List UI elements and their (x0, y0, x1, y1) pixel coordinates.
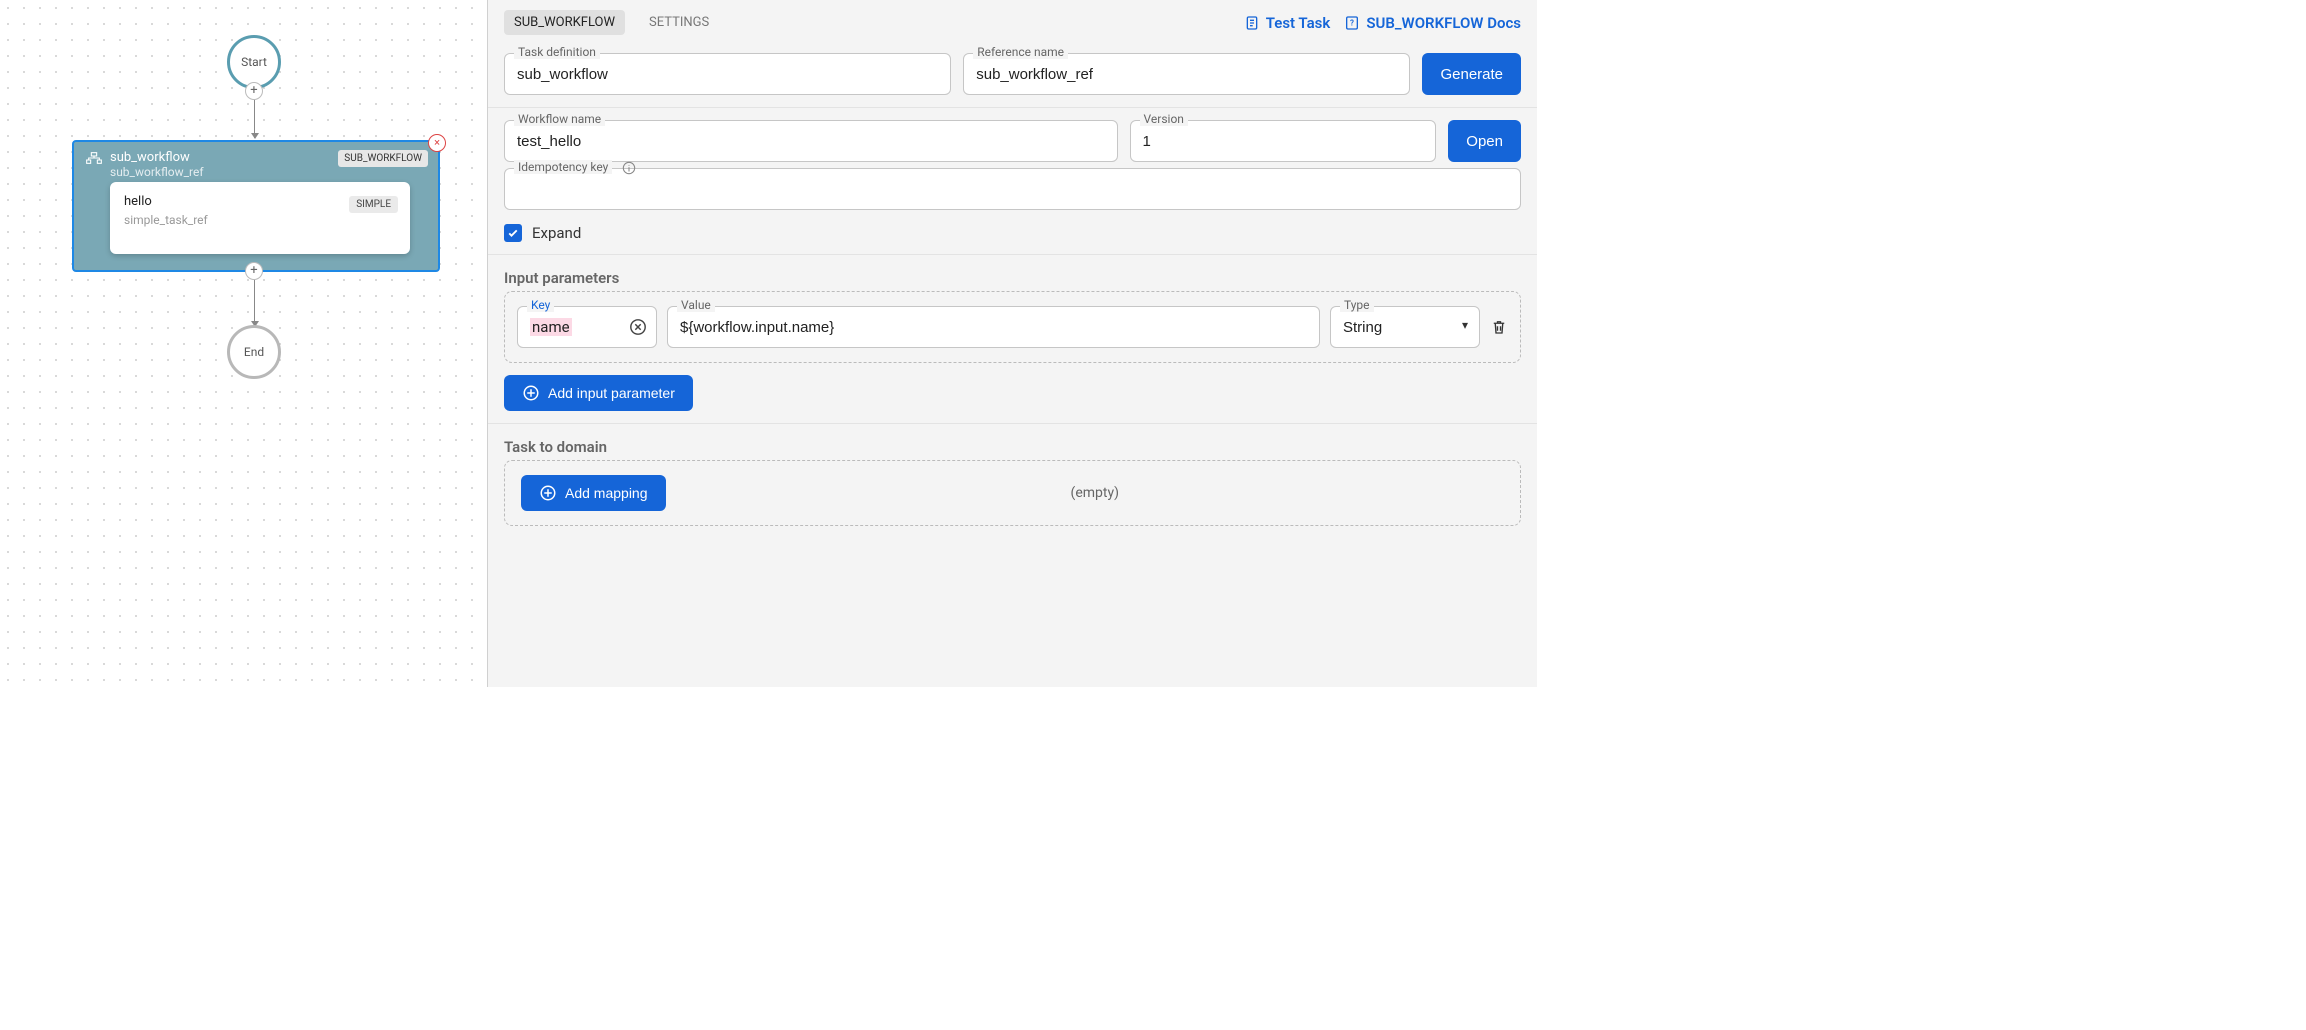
expand-checkbox[interactable] (504, 224, 522, 242)
generate-button[interactable]: Generate (1422, 53, 1521, 95)
start-label: Start (241, 55, 267, 69)
delete-param-button[interactable] (1490, 318, 1508, 336)
node-type-badge: SUB_WORKFLOW (338, 150, 428, 167)
task-definition-input[interactable] (504, 53, 951, 95)
expand-label: Expand (532, 224, 581, 242)
clipboard-icon (1244, 15, 1260, 31)
clear-icon[interactable] (629, 318, 647, 336)
add-node-handle-mid[interactable]: + (245, 262, 263, 280)
idempotency-field: Idempotency key (504, 168, 1521, 210)
reference-name-input[interactable] (963, 53, 1410, 95)
end-label: End (244, 345, 264, 359)
edge-arrow (254, 280, 255, 326)
edge-arrow (254, 100, 255, 138)
inner-task-badge: SIMPLE (349, 196, 398, 213)
help-doc-icon: ? (1344, 15, 1360, 31)
empty-label: (empty) (686, 485, 1504, 501)
plus-circle-icon (539, 484, 557, 502)
workflow-canvas[interactable]: Start + × sub_workflow sub_workflow_ref … (0, 0, 488, 687)
idempotency-input[interactable] (504, 168, 1521, 210)
task-to-domain-title: Task to domain (504, 438, 1521, 456)
add-mapping-button[interactable]: Add mapping (521, 475, 666, 511)
check-icon (507, 227, 519, 239)
open-button[interactable]: Open (1448, 120, 1521, 162)
info-icon (622, 161, 636, 175)
tab-sub-workflow[interactable]: SUB_WORKFLOW (504, 10, 625, 35)
workflow-name-field: Workflow name (504, 120, 1118, 162)
param-value-input[interactable] (667, 306, 1320, 348)
hierarchy-icon (86, 152, 102, 164)
param-type-field: Type (1330, 306, 1480, 348)
inner-task-ref: simple_task_ref (124, 213, 396, 227)
workflow-name-input[interactable] (504, 120, 1118, 162)
reference-name-field: Reference name (963, 53, 1410, 95)
add-input-parameter-button[interactable]: Add input parameter (504, 375, 693, 411)
version-input[interactable] (1130, 120, 1437, 162)
delete-node-button[interactable]: × (428, 134, 446, 152)
plus-circle-icon (522, 384, 540, 402)
inner-task-node[interactable]: hello simple_task_ref SIMPLE (110, 182, 410, 254)
input-parameters-title: Input parameters (504, 269, 1521, 287)
add-node-handle-top[interactable]: + (245, 82, 263, 100)
task-definition-field: Task definition (504, 53, 951, 95)
end-node[interactable]: End (227, 325, 281, 379)
task-to-domain-box: Add mapping (empty) (504, 460, 1521, 526)
node-title: sub_workflow (110, 150, 190, 165)
param-type-select[interactable] (1330, 306, 1480, 348)
version-field: Version (1130, 120, 1437, 162)
config-panel: SUB_WORKFLOW SETTINGS Test Task ? SUB_WO… (488, 0, 1537, 687)
start-node[interactable]: Start (227, 35, 281, 89)
sub-workflow-node[interactable]: × sub_workflow sub_workflow_ref SUB_WORK… (72, 140, 440, 272)
param-key-field: Key name (517, 306, 657, 348)
input-parameter-row: Key name Value Type (504, 291, 1521, 363)
tab-settings[interactable]: SETTINGS (639, 10, 719, 35)
node-ref: sub_workflow_ref (110, 165, 426, 179)
docs-link[interactable]: ? SUB_WORKFLOW Docs (1344, 14, 1521, 32)
test-task-link[interactable]: Test Task (1244, 14, 1331, 32)
param-value-field: Value (667, 306, 1320, 348)
svg-text:?: ? (1350, 18, 1354, 27)
